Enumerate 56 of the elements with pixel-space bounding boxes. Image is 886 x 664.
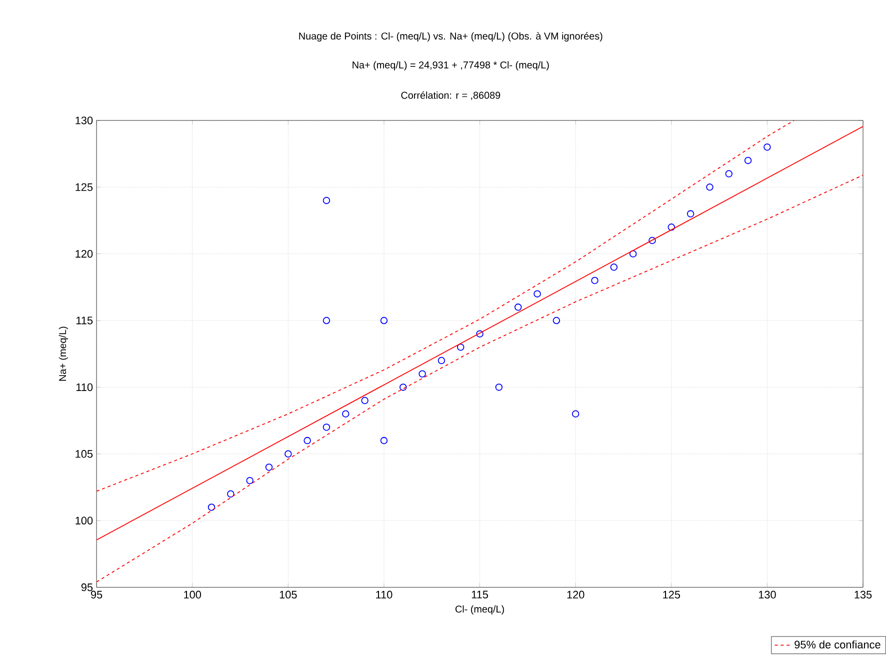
point: [591, 276, 598, 284]
point: [342, 410, 350, 418]
point: [552, 316, 560, 324]
point: [361, 396, 368, 404]
text: Corrélation: r = ,86089: [401, 91, 500, 100]
y-tick-label: 115: [76, 316, 93, 324]
point: [476, 330, 484, 338]
y-tick-label: 100: [76, 516, 93, 524]
point: [438, 356, 446, 364]
point: [322, 196, 330, 204]
point: [265, 464, 273, 471]
point: [400, 384, 407, 391]
x-tick-label: 135: [854, 590, 872, 599]
y-tick-label: 110: [76, 383, 93, 392]
x-tick-label: 105: [280, 590, 297, 599]
point: [418, 370, 426, 378]
point: [246, 476, 254, 484]
point: [686, 210, 694, 218]
point: [668, 224, 676, 231]
point: [495, 384, 503, 391]
chart-title: Nuage de Points : Cl- (meq/L) vs. Na+ (meq/L) (Obs. à VM ignorées): [299, 32, 602, 42]
x-tick-label: 115: [472, 590, 488, 598]
x-tick-label: 100: [184, 590, 202, 599]
point: [284, 450, 292, 458]
y-tick-label: 130: [76, 116, 93, 124]
y-tick-label: 120: [76, 250, 93, 258]
legend-label: 95% de confiance: [794, 640, 880, 648]
x-tick-label: 125: [663, 590, 680, 599]
point: [304, 436, 311, 444]
point: [514, 304, 522, 311]
point: [725, 170, 733, 178]
point: [322, 316, 330, 324]
x-tick-label: 130: [758, 590, 776, 599]
point: [706, 184, 714, 191]
point: [744, 156, 752, 164]
point: [534, 290, 541, 298]
x-tick-label: 110: [376, 590, 392, 599]
point: [572, 410, 580, 418]
chart-subtitle: Na+ (meq/L) = 24,931 + ,77498 * Cl- (meq/L): [352, 61, 549, 70]
point: [764, 144, 771, 151]
x-tick-label: 95: [91, 590, 102, 599]
point: [457, 344, 464, 351]
point: [380, 436, 388, 444]
point: [208, 504, 216, 511]
x-axis-title: Cl- (meq/L): [455, 605, 504, 615]
y-tick-label: 125: [76, 183, 93, 192]
point: [380, 316, 388, 324]
y-tick-label: 95: [81, 583, 93, 592]
x-tick-label: 120: [567, 590, 584, 599]
point: [322, 424, 330, 431]
point: [610, 264, 618, 271]
point: [648, 236, 656, 244]
point: [227, 490, 234, 498]
y-tick-label: 105: [76, 450, 93, 458]
y-axis-title: Na+ (meq/L): [58, 326, 68, 381]
point: [629, 250, 637, 258]
